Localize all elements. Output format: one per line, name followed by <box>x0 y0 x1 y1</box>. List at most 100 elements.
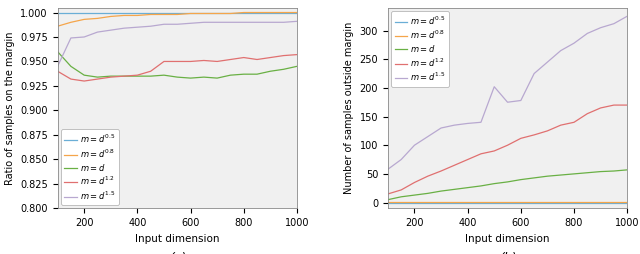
$m = d^{0.8}$ <box>81 18 88 21</box>
$m = d^{0.8}$ <box>623 200 631 203</box>
$m = d$ <box>160 74 168 77</box>
$m = d^{1.2}$ <box>490 149 498 152</box>
$m = d$ <box>557 173 564 177</box>
$m = d^{1.2}$ <box>81 80 88 83</box>
$m = d$ <box>531 176 538 179</box>
$m = d^{0.8}$ <box>517 200 525 203</box>
$m = d^{1.2}$ <box>411 181 419 184</box>
$m = d^{1.2}$ <box>543 129 551 132</box>
$m = d^{0.5}$ <box>200 11 208 14</box>
$m = d^{1.2}$ <box>464 158 472 161</box>
$m = d^{1.5}$ <box>464 122 472 125</box>
$m = d^{0.8}$ <box>504 200 511 203</box>
$m = d$ <box>411 194 419 197</box>
$m = d^{1.2}$ <box>173 60 181 63</box>
$m = d^{0.5}$ <box>517 201 525 204</box>
$m = d^{0.5}$ <box>543 201 551 204</box>
$m = d^{1.2}$ <box>531 133 538 136</box>
$m = d$ <box>81 74 88 77</box>
$m = d^{1.5}$ <box>67 36 75 39</box>
$m = d^{1.2}$ <box>570 121 578 124</box>
$m = d^{1.2}$ <box>596 106 604 109</box>
$m = d^{1.5}$ <box>134 26 141 29</box>
$m = d^{0.8}$ <box>490 200 498 203</box>
$m = d^{1.5}$ <box>147 25 154 28</box>
$m = d^{1.2}$ <box>227 58 234 61</box>
$m = d^{0.8}$ <box>543 200 551 203</box>
$m = d$ <box>54 50 61 53</box>
$m = d^{0.5}$ <box>67 11 75 14</box>
$m = d^{1.5}$ <box>610 22 618 25</box>
$m = d$ <box>280 68 287 71</box>
$m = d^{1.5}$ <box>384 168 392 171</box>
$m = d^{0.8}$ <box>610 200 618 203</box>
$m = d^{0.5}$ <box>93 11 101 14</box>
$m = d$ <box>517 178 525 181</box>
Line: $m = d^{1.2}$: $m = d^{1.2}$ <box>388 105 627 194</box>
$m = d$ <box>293 65 301 68</box>
$m = d^{1.5}$ <box>293 20 301 23</box>
$m = d^{1.2}$ <box>584 112 591 115</box>
$m = d^{1.2}$ <box>120 75 128 78</box>
Line: $m = d^{0.8}$: $m = d^{0.8}$ <box>58 12 297 26</box>
$m = d$ <box>227 74 234 77</box>
$m = d$ <box>623 168 631 171</box>
$m = d$ <box>200 76 208 79</box>
$m = d$ <box>173 76 181 79</box>
$m = d^{1.2}$ <box>147 70 154 73</box>
$m = d^{0.8}$ <box>437 200 445 203</box>
$m = d^{1.2}$ <box>93 77 101 81</box>
$m = d^{0.5}$ <box>213 11 221 14</box>
$m = d^{1.5}$ <box>490 85 498 88</box>
Line: $m = d$: $m = d$ <box>388 170 627 200</box>
$m = d^{0.8}$ <box>120 14 128 17</box>
$m = d^{1.2}$ <box>424 175 431 178</box>
$m = d^{1.5}$ <box>187 22 195 25</box>
$m = d^{1.2}$ <box>213 60 221 63</box>
$m = d^{1.2}$ <box>240 56 248 59</box>
$m = d^{0.8}$ <box>240 11 248 14</box>
$m = d^{1.5}$ <box>213 21 221 24</box>
$m = d^{1.2}$ <box>134 74 141 77</box>
$m = d$ <box>107 75 115 78</box>
Line: $m = d^{1.5}$: $m = d^{1.5}$ <box>388 16 627 169</box>
$m = d$ <box>147 75 154 78</box>
$m = d^{0.8}$ <box>464 200 472 203</box>
$m = d^{1.5}$ <box>570 42 578 45</box>
$m = d$ <box>437 189 445 193</box>
$m = d$ <box>596 170 604 173</box>
$m = d^{0.5}$ <box>107 11 115 14</box>
$m = d^{1.5}$ <box>266 21 274 24</box>
$m = d$ <box>477 184 484 187</box>
$m = d^{1.2}$ <box>253 58 261 61</box>
$m = d^{1.2}$ <box>437 169 445 172</box>
$m = d^{1.2}$ <box>200 59 208 62</box>
$m = d^{0.5}$ <box>557 201 564 204</box>
$m = d^{0.8}$ <box>451 200 458 203</box>
$m = d^{1.5}$ <box>200 21 208 24</box>
$m = d^{0.8}$ <box>531 200 538 203</box>
$m = d^{0.8}$ <box>253 11 261 14</box>
$m = d^{0.5}$ <box>266 11 274 14</box>
$m = d^{1.5}$ <box>280 21 287 24</box>
$m = d$ <box>451 188 458 191</box>
$m = d^{0.8}$ <box>557 200 564 203</box>
$m = d^{0.8}$ <box>147 13 154 16</box>
$m = d^{0.8}$ <box>280 11 287 14</box>
$m = d$ <box>266 70 274 73</box>
$m = d^{1.2}$ <box>477 152 484 155</box>
$m = d^{0.5}$ <box>54 11 61 14</box>
$m = d$ <box>570 172 578 176</box>
$m = d^{0.8}$ <box>293 11 301 14</box>
Y-axis label: Number of samples outside margin: Number of samples outside margin <box>344 22 354 194</box>
$m = d^{0.5}$ <box>187 11 195 14</box>
$m = d^{1.5}$ <box>227 21 234 24</box>
$m = d^{0.8}$ <box>596 200 604 203</box>
$m = d^{1.5}$ <box>531 72 538 75</box>
$m = d^{0.5}$ <box>293 11 301 14</box>
$m = d^{0.8}$ <box>411 200 419 203</box>
Y-axis label: Ratio of samples on the margin: Ratio of samples on the margin <box>4 31 15 185</box>
Line: $m = d^{1.2}$: $m = d^{1.2}$ <box>58 55 297 81</box>
$m = d^{1.2}$ <box>54 70 61 73</box>
$m = d^{0.8}$ <box>424 200 431 203</box>
